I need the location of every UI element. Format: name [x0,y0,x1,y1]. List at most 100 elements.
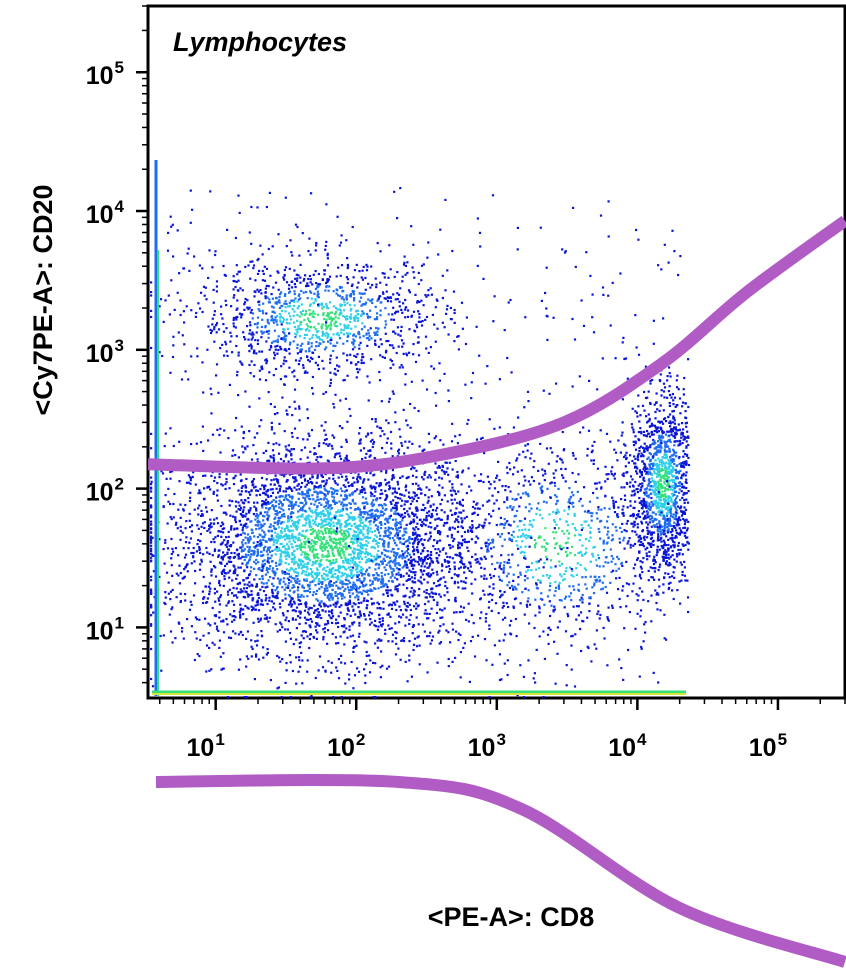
event-dot-1595 [392,569,395,572]
event-dot-3556 [284,490,287,493]
event-dot-3728 [388,515,391,518]
event-dot-4685 [284,293,287,296]
event-dot-1269 [283,545,286,548]
event-dot-1447 [487,480,491,483]
event-dot-4308 [389,366,392,370]
event-dot-3863 [470,613,473,617]
event-dot-798 [381,619,384,622]
event-dot-2130 [323,546,326,549]
event-dot-2096 [426,550,429,553]
event-dot-4990 [329,327,332,330]
event-dot-2703 [225,473,228,476]
event-dot-3019 [324,483,327,486]
event-dot-3460 [335,515,338,518]
event-dot-1611 [281,658,284,661]
event-dot-2980 [328,581,331,584]
event-dot-3498 [414,513,417,516]
event-dot-2109 [431,596,434,599]
event-dot-2232 [217,530,220,533]
event-dot-4154 [421,560,425,563]
event-dot-3948 [325,623,328,626]
event-dot-2411 [300,602,303,606]
event-dot-3674 [312,636,316,639]
event-dot-169 [313,578,316,581]
event-dot-2682 [251,647,254,650]
event-dot-1476 [246,583,249,586]
event-dot-1393 [303,579,306,582]
event-dot-4992 [298,359,301,362]
event-dot-791 [195,442,198,445]
event-dot-614 [459,566,463,569]
event-dot-1072 [316,559,319,563]
event-dot-3933 [297,563,300,566]
event-dot-4153 [458,554,461,557]
event-dot-3988 [432,582,436,585]
event-dot-4152 [350,537,353,540]
event-dot-2580 [399,573,402,576]
event-dot-1139 [280,542,283,545]
event-dot-4458 [296,346,299,350]
event-dot-4719 [385,283,388,286]
event-dot-1356 [151,554,154,557]
event-dot-441 [306,574,309,577]
event-dot-2088 [279,458,283,461]
event-dot-1806 [256,536,259,539]
event-dot-306 [349,635,352,638]
event-dot-4492 [311,283,314,286]
event-dot-653 [255,494,258,497]
event-dot-2205 [303,504,306,507]
event-dot-4373 [158,351,161,354]
event-dot-4791 [387,276,390,279]
event-dot-772 [446,518,449,521]
event-dot-2225 [343,498,346,501]
event-dot-1776 [324,531,327,535]
event-dot-1631 [421,542,424,546]
event-dot-4318 [256,342,259,345]
event-dot-3529 [345,458,348,461]
event-dot-4478 [383,356,386,359]
event-dot-3480 [401,550,404,553]
event-dot-3406 [291,533,294,536]
event-dot-4654 [338,308,341,311]
event-dot-4242 [292,340,295,343]
event-dot-2816 [384,532,387,535]
event-dot-370 [325,479,328,482]
event-dot-968 [335,642,338,645]
event-dot-2413 [298,646,301,649]
event-dot-950 [220,620,223,623]
event-dot-3353 [354,517,357,520]
event-dot-1367 [472,500,475,503]
event-dot-658 [285,586,288,589]
event-dot-3829 [321,580,324,584]
event-dot-536 [258,425,261,428]
event-dot-3940 [244,515,247,518]
event-dot-2330 [382,593,385,596]
event-dot-3292 [315,573,318,576]
event-dot-4227 [277,335,280,338]
event-dot-3579 [160,470,163,473]
event-dot-3636 [330,617,333,620]
event-dot-4601 [356,286,359,289]
event-dot-3355 [357,579,360,582]
event-dot-1045 [256,617,260,620]
event-dot-429 [341,508,345,511]
event-dot-10 [394,555,397,558]
event-dot-3847 [260,419,263,422]
event-dot-3534 [456,474,459,477]
event-dot-2659 [324,508,327,511]
event-dot-914 [412,513,415,516]
event-dot-1170 [440,509,443,512]
event-dot-3394 [194,582,197,585]
event-dot-4001 [323,567,326,570]
event-dot-1568 [339,611,342,614]
event-dot-930 [279,660,282,663]
event-dot-4095 [239,614,242,617]
event-dot-4345 [212,288,215,291]
event-dot-2182 [500,678,503,681]
event-dot-2478 [220,562,223,565]
event-dot-2941 [245,618,248,621]
event-dot-4575 [342,333,346,336]
event-dot-1419 [150,476,153,479]
event-dot-1562 [327,490,330,493]
event-dot-4635 [308,329,311,332]
